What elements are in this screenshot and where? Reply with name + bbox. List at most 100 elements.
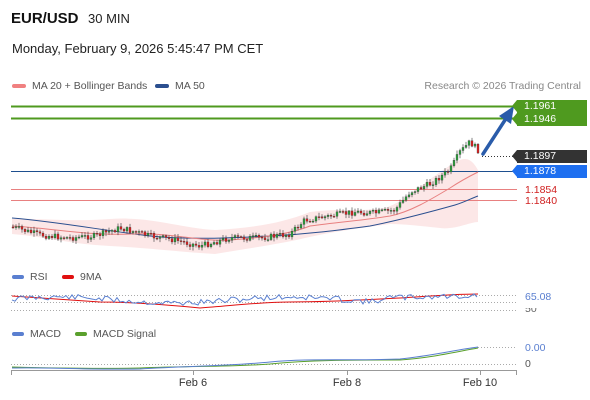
candle-body [230,237,234,241]
forecast-arrow-shaft [481,115,509,156]
candle-body [236,235,240,237]
datetime-label: Monday, February 9, 2026 5:45:47 PM CET [12,41,264,56]
timeframe-label[interactable]: 30 MIN [88,11,130,26]
candle-body [125,227,129,232]
legend-macd-signal: MACD Signal [75,328,156,340]
candle-body [356,210,360,213]
x-axis-label: Feb 6 [178,377,208,389]
candle-body [476,143,480,154]
legend-label: MA 50 [175,80,205,92]
legend-swatch [155,84,169,88]
candle-body [239,236,243,238]
candle-body [344,211,348,215]
forecast-arrow-head [499,106,514,124]
candle-body [38,231,42,234]
candle-body [194,243,198,246]
legend-rsi: RSI [12,271,48,283]
candle-body [287,234,291,238]
candle-body [317,216,321,218]
x-axis-label: Feb 8 [332,377,362,389]
candle-body [404,196,408,201]
candle-body [467,140,471,146]
candle-body [272,233,276,238]
candle-body [164,235,168,238]
candle-body [362,212,366,216]
candle-body [407,194,411,197]
candle-body [32,230,36,233]
candle-body [311,220,315,223]
candle-body [116,226,120,233]
candle-body [227,240,231,242]
candle-body [269,233,273,240]
legend-label: MACD [30,328,61,340]
candle-body [401,200,405,203]
legend-ma50: MA 50 [155,80,205,92]
candle-body [329,215,333,217]
candle-body [380,209,384,211]
legend-macd: MACD [12,328,61,340]
candle-body [386,209,390,211]
candle-body [338,211,342,213]
candle-body [188,244,192,247]
rsi-value: 65.08 [525,291,552,303]
candle-body [257,235,261,238]
resistance-tag-r1: 1.1946 [512,113,587,126]
candle-body [86,235,90,240]
candle-body [371,210,375,212]
candle-body [446,171,450,173]
candle-body [461,147,465,151]
candle-body [131,231,135,233]
candle-body [83,235,87,237]
candle-body [62,237,66,239]
candle-body [20,226,24,230]
candle-body [302,218,306,225]
candle-body [95,233,99,235]
candle-body [365,213,369,216]
candle-body [242,236,246,240]
candle-body [248,236,252,241]
candle-body [167,237,171,239]
candle-body [41,232,45,237]
candle-body [161,235,165,237]
rsi-line [11,293,478,306]
candle-body [341,211,345,213]
ma20-line [11,171,479,241]
candle-body [197,245,201,248]
candle-body [335,211,339,217]
candle-body [422,186,426,190]
candle-body [212,242,216,245]
candle-body [11,226,15,229]
candle-body [98,233,102,236]
candle-body [473,143,477,147]
candle-body [74,237,78,241]
candle-body [428,182,432,186]
candle-body [26,229,30,232]
legend-swatch [12,275,24,279]
candle-body [275,234,279,238]
candle-body [398,202,402,208]
candle-body [458,150,462,155]
candle-body [215,242,219,245]
support-label-s1: 1.1854 [525,184,558,196]
candle-body [134,231,138,233]
candle-body [206,241,210,247]
candle-body [68,237,72,239]
candle-body [113,230,117,233]
candle-body [413,191,417,193]
candle-body [203,241,207,246]
candle-body [170,238,174,243]
candle-body [320,216,324,219]
candle-body [50,236,54,238]
candle-body [347,210,351,215]
rsi-ref-label: 50 [525,303,537,315]
candle-body [140,231,144,233]
candle-body [314,216,318,222]
candle-body [323,216,327,219]
candle-body [377,209,381,214]
legend-label: 9MA [80,271,102,283]
candle-body [173,237,177,243]
candle-body [284,234,288,237]
candle-body [434,178,438,185]
candle-body [110,230,114,232]
